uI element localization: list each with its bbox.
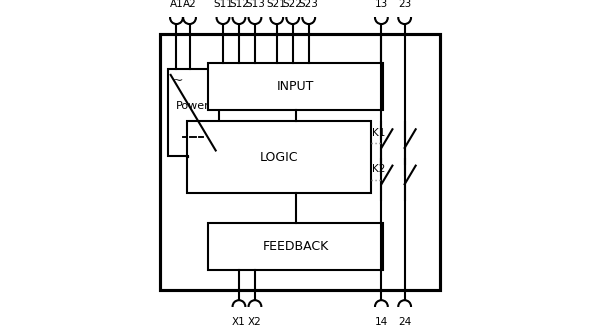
Text: S23: S23	[299, 0, 319, 9]
Circle shape	[302, 11, 315, 24]
Text: K2: K2	[373, 164, 386, 174]
Text: S22: S22	[283, 0, 302, 9]
FancyBboxPatch shape	[168, 69, 218, 156]
Text: S21: S21	[267, 0, 287, 9]
Circle shape	[271, 11, 283, 24]
FancyBboxPatch shape	[208, 63, 383, 110]
Circle shape	[398, 300, 411, 313]
Circle shape	[233, 300, 245, 313]
Circle shape	[170, 11, 183, 24]
Text: S12: S12	[229, 0, 249, 9]
Circle shape	[183, 11, 196, 24]
FancyBboxPatch shape	[208, 223, 383, 270]
Text: A2: A2	[182, 0, 196, 9]
Text: 14: 14	[375, 317, 388, 326]
Text: 13: 13	[375, 0, 388, 9]
Circle shape	[217, 11, 229, 24]
Circle shape	[375, 11, 388, 24]
Text: ~: ~	[171, 74, 183, 88]
Text: K1: K1	[373, 128, 386, 138]
Circle shape	[286, 11, 299, 24]
FancyBboxPatch shape	[160, 34, 440, 290]
Circle shape	[375, 300, 388, 313]
Text: X1: X1	[232, 317, 246, 326]
Text: 24: 24	[398, 317, 411, 326]
Text: LOGIC: LOGIC	[260, 151, 298, 164]
Circle shape	[233, 11, 245, 24]
Text: 23: 23	[398, 0, 411, 9]
Text: FEEDBACK: FEEDBACK	[263, 240, 329, 253]
Circle shape	[248, 11, 262, 24]
Text: S11: S11	[213, 0, 233, 9]
FancyBboxPatch shape	[187, 121, 371, 193]
Circle shape	[398, 11, 411, 24]
Text: A1: A1	[170, 0, 184, 9]
Text: Power: Power	[176, 101, 210, 111]
Text: S13: S13	[245, 0, 265, 9]
Text: X2: X2	[248, 317, 262, 326]
Text: INPUT: INPUT	[277, 80, 314, 93]
Circle shape	[248, 300, 262, 313]
